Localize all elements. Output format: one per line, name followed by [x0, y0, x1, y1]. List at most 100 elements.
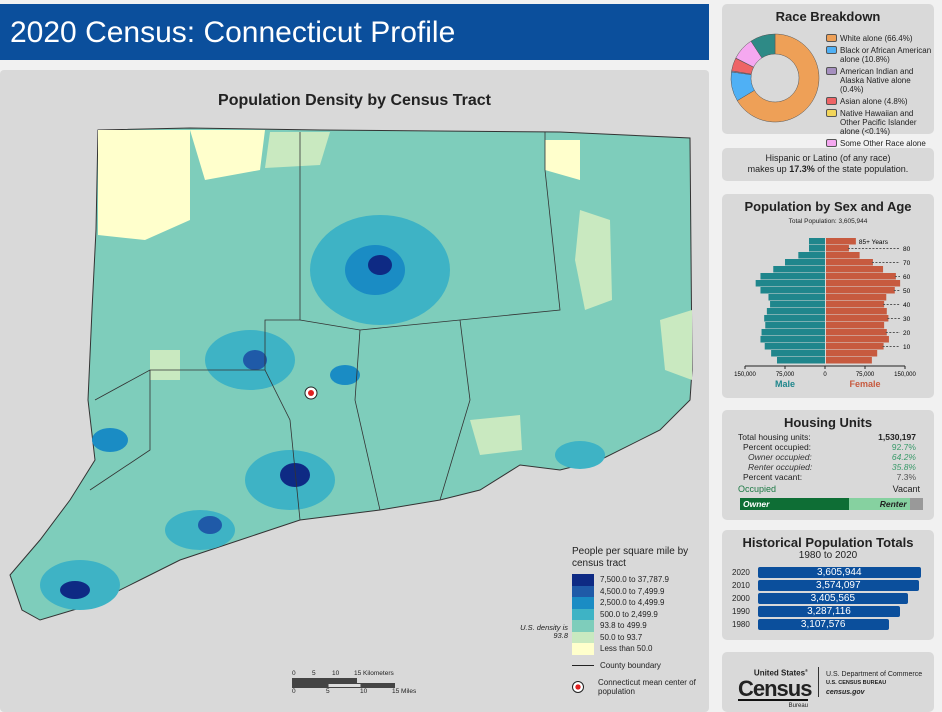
legend-class: 50.0 to 93.7 [572, 631, 702, 643]
history-row: 1990 3,287,116 [722, 606, 934, 617]
race-legend-label: White alone (66.4%) [840, 34, 913, 43]
male-label: Male [775, 379, 795, 389]
county-boundary-line [572, 664, 594, 666]
hispanic-panel: Hispanic or Latino (of any race) makes u… [722, 148, 934, 181]
vacant-label: Vacant [892, 484, 920, 494]
axis-tick-label: 75,000 [776, 372, 795, 378]
male-bar [764, 315, 825, 322]
renter-segment: Renter [848, 498, 910, 510]
housing-panel: Housing Units Total housing units: 1,530,… [722, 410, 934, 520]
occupied-segment: Owner Renter [740, 498, 910, 510]
housing-value: 35.8% [891, 462, 916, 472]
population-pyramid: 85+ Years 80 70 60 50 40 30 20 10 150,000 75,000 0 7… [734, 238, 917, 389]
male-bar [761, 329, 825, 336]
us-density-note: U.S. density is 93.8 [520, 623, 568, 640]
legend-class-label: 500.0 to 2,499.9 [600, 609, 658, 619]
female-bar [826, 343, 884, 350]
history-title: Historical Population Totals [742, 535, 914, 550]
mean-center-icon [572, 680, 584, 693]
race-swatch [826, 97, 837, 105]
scale-tick: 0 [292, 670, 296, 677]
female-bar [826, 308, 887, 315]
legend-swatch [572, 585, 594, 597]
history-row: 2000 3,405,565 [722, 593, 934, 604]
legend-swatch [572, 597, 594, 609]
history-year: 2000 [732, 594, 750, 603]
legend-title: People per square mile by census tract [572, 546, 689, 569]
mean-center-label: Connecticut mean center of population [598, 677, 696, 696]
history-bar: 3,605,944 [757, 567, 921, 578]
female-bar [826, 301, 885, 308]
male-bar [809, 245, 825, 252]
housing-label: Renter occupied: [748, 462, 813, 472]
legend-class-label: 4,500.0 to 7,499.9 [600, 586, 665, 596]
total-population: Total Population: 3,605,944 [788, 218, 868, 225]
housing-label: Percent occupied: [743, 442, 812, 452]
race-legend-label: Native Hawaiian and Other Pacific Island… [840, 109, 917, 136]
race-swatch [826, 139, 837, 147]
history-year: 1990 [732, 607, 750, 616]
owner-segment: Owner [740, 498, 849, 510]
housing-value: 7.3% [896, 472, 916, 482]
history-year: 1980 [732, 620, 750, 629]
hispanic-percent: 17.3% [789, 164, 815, 174]
legend-class: 2,500.0 to 4,499.9 [572, 597, 702, 609]
female-bar [826, 315, 889, 322]
legend-class-label: 50.0 to 93.7 [600, 632, 643, 642]
scale-tick: 0 [292, 688, 296, 695]
male-bar [777, 357, 825, 364]
race-swatch [826, 46, 837, 54]
history-year: 2010 [732, 581, 750, 590]
housing-label: Total housing units: [738, 432, 811, 442]
race-swatch [826, 34, 837, 42]
map-panel: Population Density by Census Tract Peopl… [0, 70, 709, 712]
census-gov-link[interactable]: census.gov [826, 689, 865, 696]
occupancy-bar: Owner Renter [740, 498, 923, 510]
history-subtitle: 1980 to 2020 [798, 550, 858, 561]
female-bar [826, 294, 887, 301]
male-bar [809, 238, 825, 245]
race-legend-item: White alone (66.4%) [826, 34, 932, 43]
age-label: 70 [903, 260, 911, 267]
scale-tick: 15 Miles [392, 688, 417, 695]
dept-label: U.S. Department of Commerce [826, 671, 923, 678]
history-year: 2020 [732, 568, 750, 577]
housing-title: Housing Units [783, 415, 873, 430]
male-bar [765, 322, 825, 329]
female-bar [826, 280, 901, 287]
race-legend-item: Asian alone (4.8%) [826, 97, 932, 106]
scale-tick: 10 [332, 670, 340, 677]
axis-tick-label: 150,000 [894, 372, 916, 378]
axis-tick-label: 150,000 [734, 372, 756, 378]
race-legend-item: Black or African American alone (10.8%) [826, 46, 932, 64]
age-label: 80 [903, 246, 911, 253]
race-legend-label: Black or African American alone (10.8%) [840, 46, 932, 64]
housing-row: Percent vacant: 7.3% [722, 472, 934, 482]
map-legend: People per square mile by census tract 7… [572, 546, 702, 696]
race-legend-item: American Indian and Alaska Native alone … [826, 67, 932, 94]
race-legend-label: American Indian and Alaska Native alone … [840, 67, 914, 94]
mean-center-marker [304, 386, 318, 400]
age-label: 40 [903, 302, 911, 309]
scale-tick: 5 [326, 688, 330, 695]
legend-class: 500.0 to 2,499.9 [572, 608, 702, 620]
legend-swatch [572, 643, 594, 655]
male-bar [760, 273, 825, 280]
female-bar [826, 252, 860, 259]
housing-row: Total housing units: 1,530,197 [722, 432, 934, 442]
occupied-label: Occupied [738, 484, 777, 494]
age-label: 60 [903, 274, 911, 281]
density-map[interactable] [0, 70, 709, 712]
race-swatch [826, 109, 837, 117]
legend-swatch [572, 620, 594, 632]
race-legend-item: Native Hawaiian and Other Pacific Island… [826, 109, 932, 136]
female-bar [826, 329, 887, 336]
history-bar: 3,574,097 [757, 580, 919, 591]
axis-tick-label: 0 [823, 372, 827, 378]
female-label: Female [849, 379, 880, 389]
legend-class: 7,500.0 to 37,787.9 [572, 574, 702, 586]
top-age-label: 85+ Years [859, 239, 889, 246]
race-legend-label: Asian alone (4.8%) [840, 97, 908, 106]
female-bar [826, 336, 889, 343]
race-title: Race Breakdown [775, 9, 881, 24]
